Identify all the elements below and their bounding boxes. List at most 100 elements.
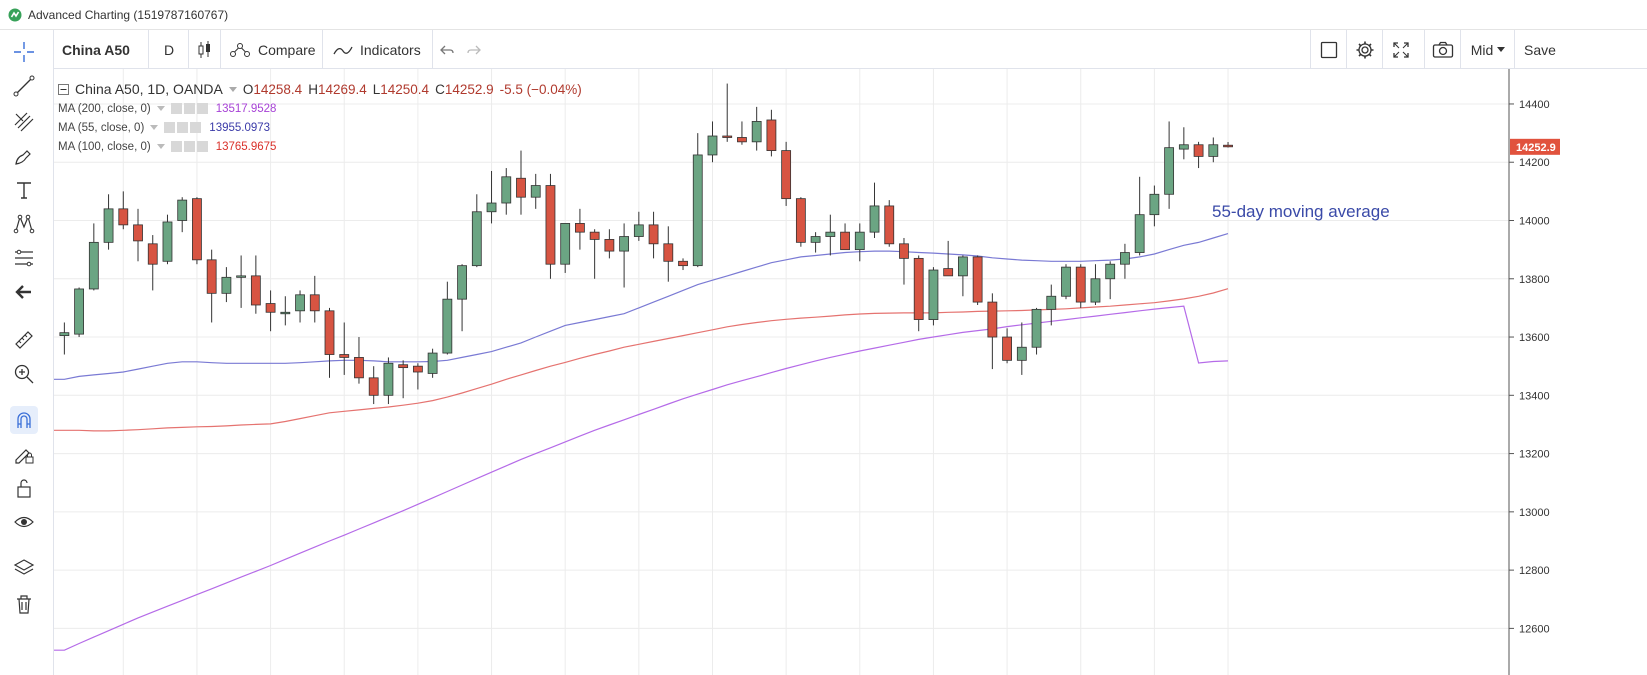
text-tool[interactable] (10, 176, 38, 204)
arrow-left-icon (15, 285, 31, 299)
candle-body (1016, 346, 1027, 361)
candle-body (619, 236, 630, 252)
candle-body (133, 224, 143, 242)
candle (1016, 322, 1027, 375)
candle (442, 281, 453, 355)
candle-body (678, 260, 688, 267)
ma200-legend-buttons[interactable] (170, 102, 210, 115)
ma100-legend-buttons[interactable] (170, 140, 210, 153)
main-series-legend: China A50, 1D, OANDA O14258.4 H14269.4 L… (58, 79, 582, 99)
ma100-legend-value: 13765.9675 (215, 140, 277, 153)
redo-button[interactable] (460, 30, 488, 69)
crosshair-tool[interactable] (10, 38, 38, 66)
candle (781, 141, 792, 206)
candle (957, 255, 968, 297)
indicators-button[interactable]: Indicators (322, 30, 443, 69)
ma200-legend: MA (200, close, 0) 13517.9528 (58, 99, 582, 118)
candle (943, 240, 954, 277)
pattern-tool[interactable] (10, 210, 38, 238)
candle-body (648, 224, 659, 245)
visibility-tool[interactable] (10, 508, 38, 536)
candle-body (324, 310, 335, 355)
last-price-badge: 14252.9 (1510, 138, 1560, 155)
candle-body (604, 239, 615, 252)
magnet-tool[interactable] (10, 406, 38, 434)
compare-button[interactable]: Compare (220, 30, 331, 69)
candle (501, 168, 512, 215)
candle-body (192, 198, 202, 261)
candle (280, 296, 291, 326)
ohlc-close: C14252.9 (435, 81, 494, 97)
candle (707, 121, 718, 163)
price-tick-label: 13200 (1519, 449, 1550, 461)
layers-icon (13, 559, 35, 575)
candle (221, 267, 232, 303)
candle-body (295, 294, 305, 312)
candle (987, 293, 998, 370)
pitchfork-tool[interactable] (10, 108, 38, 136)
candle-body (1061, 266, 1071, 297)
chevron-down-icon[interactable] (156, 106, 165, 111)
price-chart[interactable]: 12600 12800 13000 13200 13400 13600 13800 14000… (54, 69, 1647, 675)
ohlc-high: H14269.4 (308, 81, 367, 97)
candle-body (825, 231, 836, 237)
candle-body (957, 256, 968, 277)
candle (545, 173, 556, 279)
ma100-legend-label: MA (100, close, 0) (58, 140, 151, 153)
ohlc-low: L14250.4 (372, 81, 430, 97)
chart-style-button[interactable] (188, 30, 221, 69)
trash-icon (17, 595, 31, 614)
undo-button[interactable] (432, 30, 461, 69)
candle (103, 194, 114, 250)
expand-icon (1393, 41, 1409, 58)
save-button[interactable]: Save (1514, 30, 1565, 69)
candle (737, 121, 747, 145)
chevron-down-icon[interactable] (156, 144, 165, 149)
brush-tool[interactable] (10, 142, 38, 170)
fib-tool[interactable] (10, 244, 38, 272)
measure-tool[interactable] (10, 326, 38, 354)
candle (1002, 328, 1012, 364)
candle (854, 223, 865, 262)
candle (869, 182, 880, 238)
candle-body (692, 154, 703, 267)
settings-button[interactable] (1346, 30, 1383, 69)
candle (810, 232, 821, 253)
fullscreen-button[interactable] (1382, 30, 1419, 69)
candle (1105, 261, 1116, 300)
candle-body (722, 135, 733, 138)
candle (133, 208, 143, 262)
ruler-icon (15, 331, 33, 349)
lock-drawing-tool[interactable] (10, 440, 38, 468)
lock-all-tool[interactable] (10, 474, 38, 502)
hide-toolbar-button[interactable] (10, 278, 38, 306)
symbol-search-button[interactable]: China A50 (62, 30, 142, 69)
price-tick-label: 13000 (1519, 507, 1550, 519)
candle (972, 255, 983, 305)
zoom-tool[interactable] (10, 360, 38, 388)
pattern-icon (13, 214, 35, 234)
snapshot-button[interactable] (1424, 30, 1461, 69)
object-tree-button[interactable] (10, 554, 38, 582)
candle (192, 197, 202, 265)
candle-body (162, 221, 173, 262)
candle-body (633, 224, 644, 237)
candle-body (1164, 147, 1175, 195)
candle-body (516, 177, 526, 198)
ma55-legend-buttons[interactable] (164, 121, 203, 134)
candle-body (575, 223, 585, 233)
candle (678, 258, 688, 271)
chevron-down-icon[interactable] (150, 125, 159, 130)
trend-line-tool[interactable] (10, 72, 38, 100)
remove-drawings-button[interactable] (10, 590, 38, 618)
collapse-legend-icon[interactable] (58, 83, 69, 95)
price-tick-label: 13400 (1519, 390, 1550, 402)
fullscreen-frame-button[interactable] (1310, 30, 1347, 69)
chevron-down-icon[interactable] (228, 86, 237, 92)
interval-label: D (163, 41, 175, 58)
interval-button[interactable]: D (148, 30, 189, 69)
candle (1178, 127, 1189, 160)
price-type-dropdown[interactable]: Mid (1460, 30, 1515, 69)
candle (250, 255, 261, 314)
candle-body (368, 377, 379, 396)
